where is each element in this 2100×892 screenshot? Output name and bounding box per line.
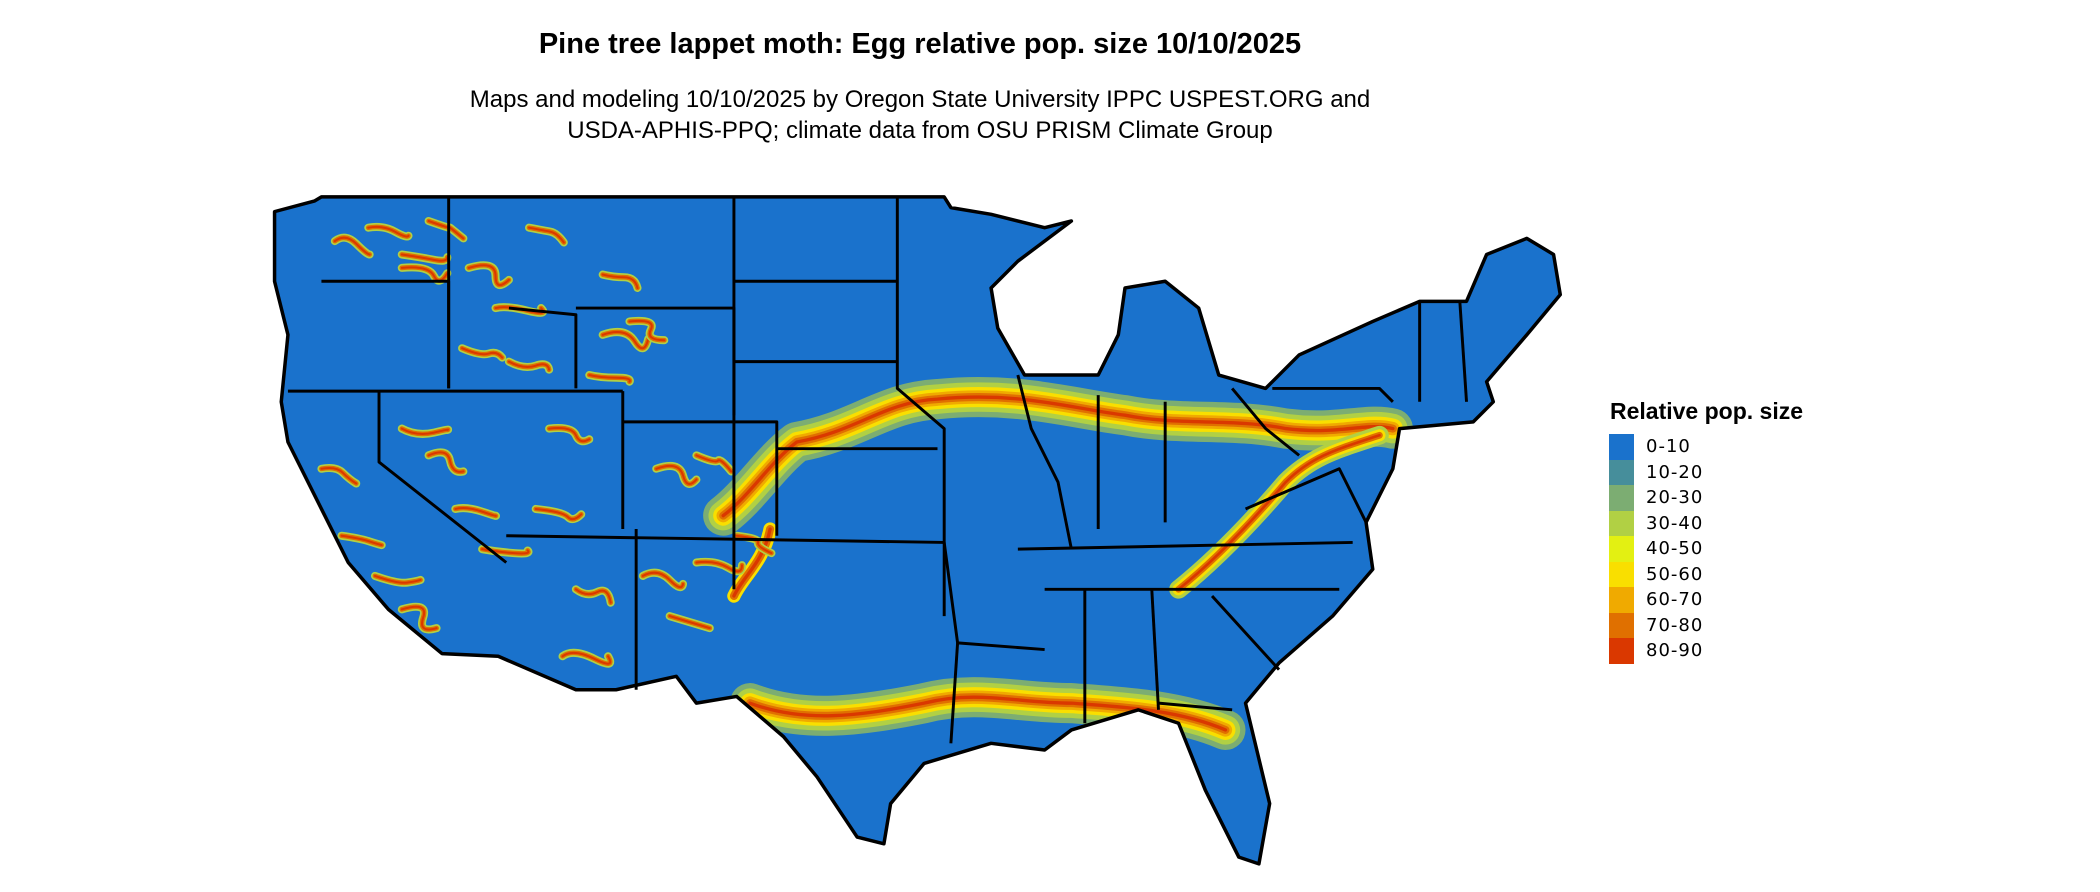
legend-swatch	[1609, 485, 1634, 511]
state-border	[622, 420, 779, 536]
risk-band	[548, 426, 591, 443]
national-border	[272, 195, 1563, 866]
risk-band	[454, 507, 497, 517]
map-title: Pine tree lappet moth: Egg relative pop.…	[538, 28, 1302, 60]
legend-item: 0-10	[1609, 434, 1803, 460]
risk-band	[695, 454, 733, 473]
subtitle-line-2: USDA-APHIS-PPQ; climate data from OSU PR…	[567, 117, 1273, 144]
legend-swatch	[1609, 510, 1634, 536]
state-border	[1231, 387, 1301, 457]
risk-band	[333, 236, 371, 256]
legend-title: Relative pop. size	[1610, 398, 1804, 424]
legend-label: 50-60	[1646, 563, 1704, 585]
risk-band	[373, 574, 422, 584]
legend-label: 30-40	[1646, 512, 1704, 534]
legend-label: 60-70	[1646, 589, 1704, 611]
risk-band	[721, 395, 1395, 518]
risk-band	[320, 467, 358, 485]
risk-band	[628, 319, 666, 342]
risk-band	[400, 266, 449, 282]
risk-band	[340, 534, 383, 547]
us-outline	[274, 196, 1561, 864]
legend-item: 20-30	[1609, 485, 1803, 511]
legend-item: 10-20	[1609, 459, 1803, 485]
state-border	[1158, 701, 1233, 712]
state-border	[1210, 595, 1281, 671]
legend-swatch	[1609, 459, 1634, 485]
legend-label: 70-80	[1646, 614, 1704, 636]
risk-band	[561, 651, 612, 665]
risk-band	[367, 225, 410, 238]
legend-swatch	[1609, 536, 1634, 562]
legend-swatch	[1609, 587, 1634, 613]
legend-item: 40-50	[1609, 536, 1803, 562]
state-border	[1016, 374, 1073, 550]
risk-band	[668, 615, 711, 630]
risk-band	[601, 331, 650, 350]
legend-label: 0-10	[1646, 436, 1691, 458]
risk-band	[507, 360, 551, 371]
legend: Relative pop. size 0-10 10-20 20-30 30-40 40…	[1609, 398, 1803, 664]
legend-item: 70-80	[1609, 612, 1803, 638]
state-border	[1150, 589, 1160, 710]
state-border	[1272, 386, 1394, 403]
state-border	[377, 391, 508, 564]
risk-band	[400, 427, 449, 435]
state-border	[1458, 301, 1468, 402]
risk-band	[467, 264, 510, 287]
risk-band	[588, 374, 631, 383]
state-border	[949, 642, 960, 744]
risk-band	[427, 451, 465, 473]
legend-label: 40-50	[1646, 538, 1704, 560]
legend-swatch	[1609, 612, 1634, 638]
risk-band	[732, 527, 772, 598]
risk-band	[400, 253, 449, 262]
state-border	[895, 196, 946, 617]
legend-label: 10-20	[1646, 461, 1704, 483]
risk-band	[748, 695, 1228, 732]
state-border	[1244, 467, 1368, 523]
legend-swatch	[1609, 434, 1634, 460]
state-border	[1017, 540, 1353, 551]
risk-band	[574, 588, 612, 604]
legend-item: 80-90	[1609, 638, 1803, 664]
state-borders	[287, 196, 1468, 744]
legend-item: 30-40	[1609, 510, 1803, 536]
subtitle-line-1: Maps and modeling 10/10/2025 by Oregon S…	[469, 86, 1371, 113]
legend-item: 60-70	[1609, 587, 1803, 613]
state-border	[508, 306, 578, 389]
legend-swatch	[1609, 638, 1634, 664]
risk-band	[601, 273, 639, 289]
risk-band	[695, 560, 743, 573]
legend-swatch	[1609, 561, 1634, 587]
state-border	[506, 534, 945, 544]
risk-band	[1177, 433, 1381, 591]
legend-item: 50-60	[1609, 561, 1803, 587]
risk-bands	[317, 216, 1413, 751]
risk-band	[735, 534, 773, 555]
risk-band	[461, 347, 504, 359]
risk-band	[534, 507, 583, 521]
legend-label: 80-90	[1646, 640, 1704, 662]
risk-band	[641, 571, 685, 589]
risk-band	[400, 605, 438, 631]
legend-label: 20-30	[1646, 487, 1704, 509]
risk-band	[655, 464, 698, 485]
risk-band	[528, 226, 565, 244]
